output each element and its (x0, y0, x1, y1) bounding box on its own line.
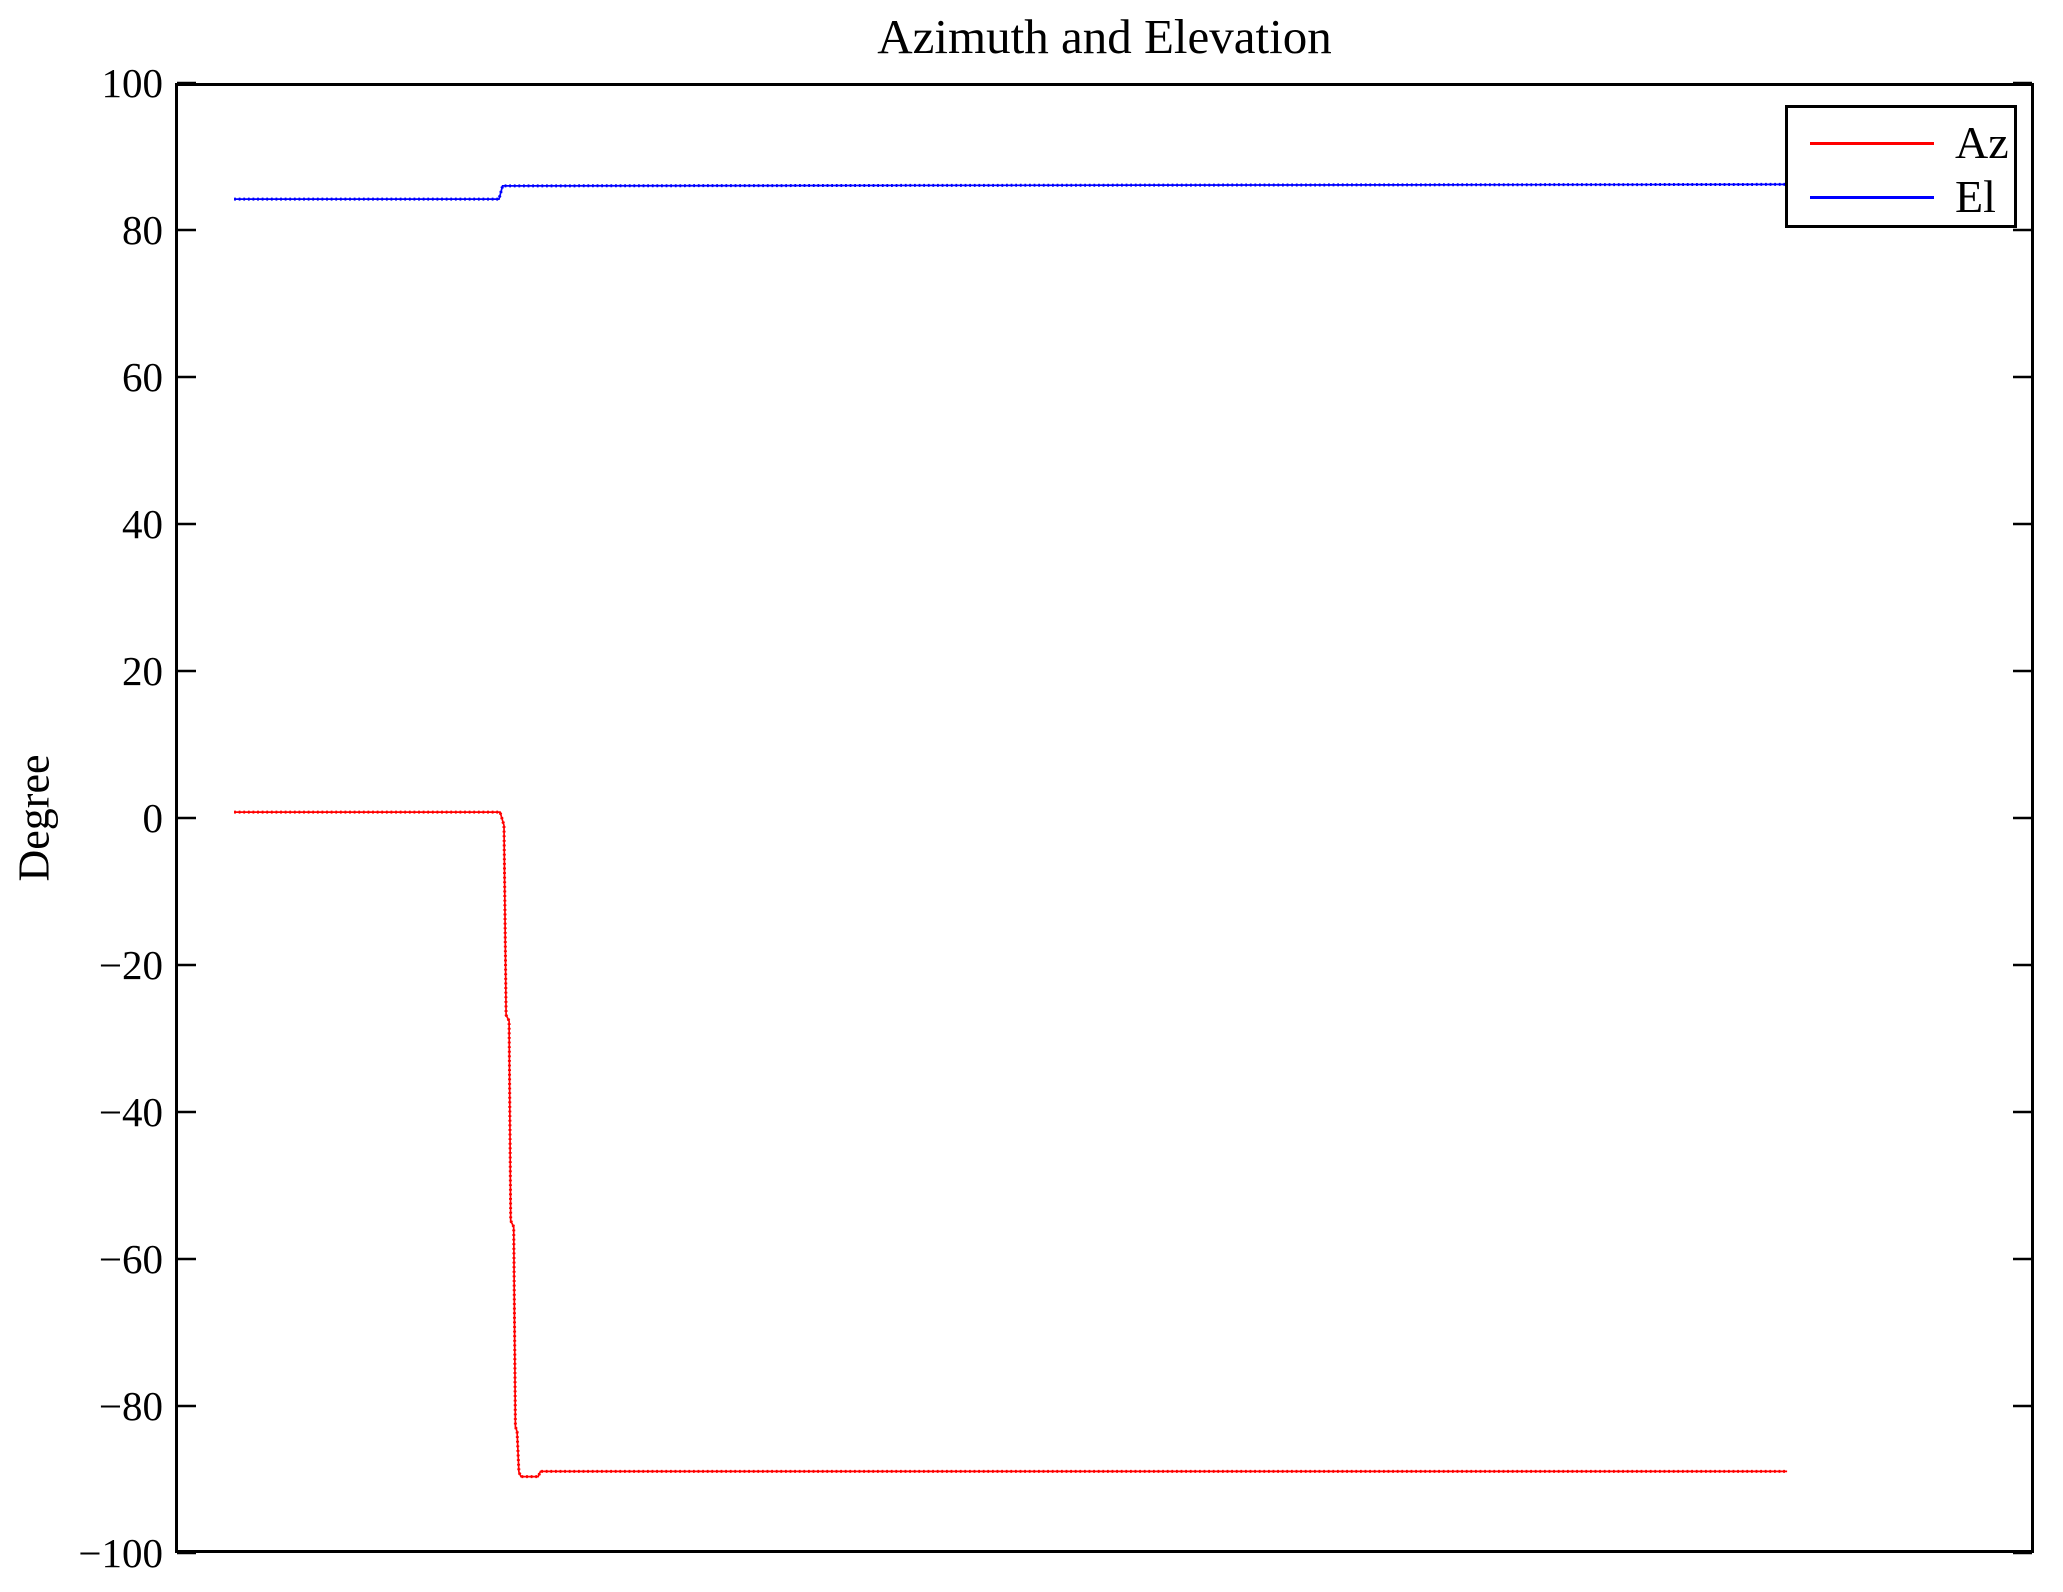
y-tick-label: −40 (98, 1089, 163, 1135)
series-el-line (234, 183, 1788, 200)
y-tick-label: 20 (122, 648, 163, 694)
legend-label-az: Az (1955, 117, 2009, 168)
legend-line-sample-az (1810, 141, 1934, 145)
y-tick-label: 100 (101, 60, 164, 106)
y-tick-label: 40 (122, 501, 163, 547)
y-tick-label: 80 (122, 207, 163, 253)
legend: Az El (1785, 105, 2017, 228)
y-tick-label: 0 (142, 795, 164, 841)
legend-line-sample-el (1810, 195, 1934, 199)
y-tick-label: −60 (98, 1236, 163, 1282)
chart-title: Azimuth and Elevation (877, 9, 1332, 64)
legend-item-el: El (1788, 170, 2014, 224)
y-tick-label: −100 (78, 1530, 163, 1576)
y-tick-label: 60 (122, 354, 163, 400)
legend-item-az: Az (1788, 116, 2014, 170)
series-el-markers (234, 182, 1788, 201)
y-tick-label: −20 (98, 942, 163, 988)
plot-border (175, 83, 2034, 1553)
y-tick-label: −80 (98, 1383, 163, 1429)
legend-label-el: El (1955, 171, 1996, 222)
series-az-markers (234, 810, 1788, 1479)
series-az-line (234, 811, 1788, 1478)
